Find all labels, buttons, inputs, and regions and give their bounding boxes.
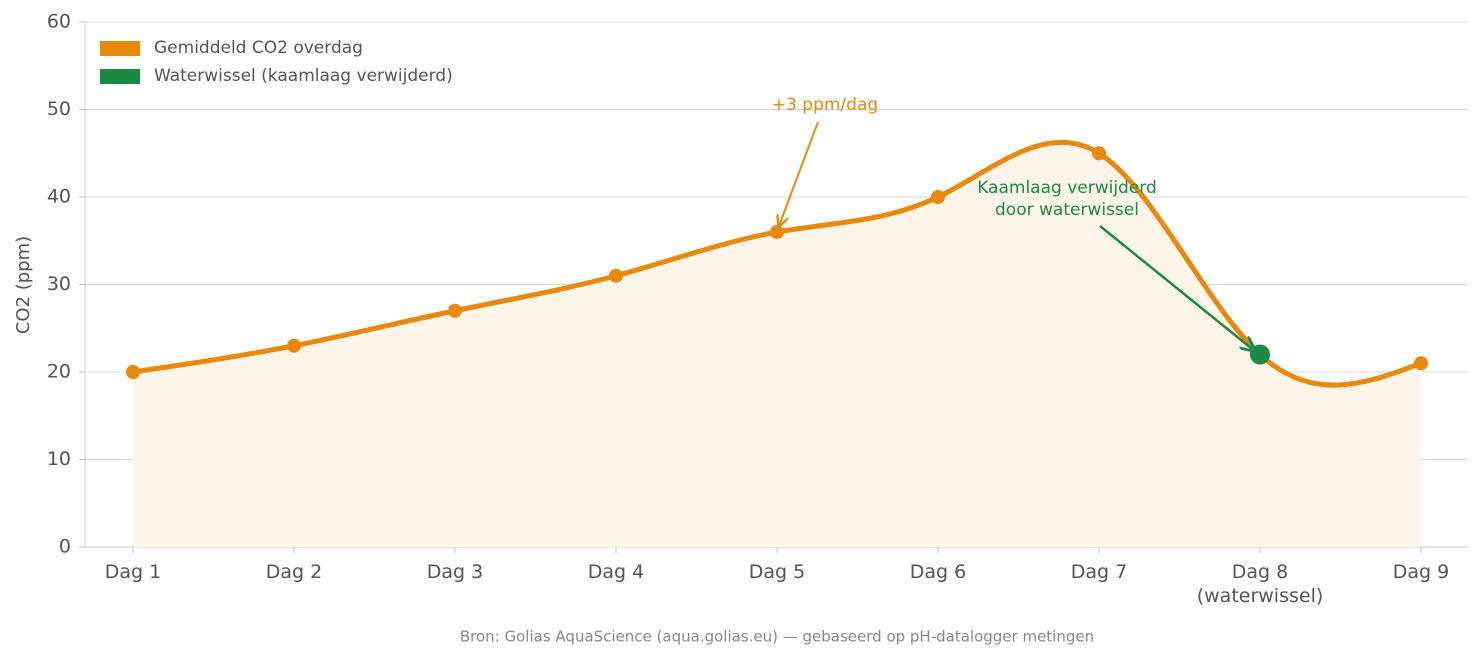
y-tick-label: 40 <box>47 186 71 208</box>
point <box>287 338 301 353</box>
x-tick-label: Dag 4 <box>587 561 645 583</box>
x-tick-label: Dag 5 <box>748 561 806 583</box>
x-tick-label: Dag 9 <box>1392 561 1450 583</box>
y-tick-label: 10 <box>47 448 71 470</box>
legend-label: Waterwissel (kaamlaag verwijderd) <box>154 66 453 86</box>
x-tick-label: Dag 1 <box>104 561 162 583</box>
legend-swatch <box>100 69 140 84</box>
point <box>126 365 140 379</box>
x-tick-label: Dag 6 <box>909 561 967 583</box>
y-tick-label: 30 <box>47 273 71 295</box>
point <box>448 303 462 318</box>
highlight-point <box>1250 344 1270 365</box>
x-tick-label: Dag 7 <box>1070 561 1128 583</box>
legend-label: Gemiddeld CO2 overdag <box>154 38 363 58</box>
source-note: Bron: Golias AquaScience (aqua.golias.eu… <box>460 628 1094 646</box>
point <box>770 225 784 239</box>
line <box>132 139 1422 388</box>
annotation: Kaamlaag verwijderd door waterwissel <box>977 178 1157 220</box>
y-tick-label: 60 <box>47 11 71 33</box>
annotation-arrow <box>779 121 819 226</box>
y-tick-label: 20 <box>47 361 71 383</box>
y-axis-label: CO2 (ppm) <box>13 236 34 334</box>
y-tick-label: 0 <box>59 536 71 558</box>
x-tick-label: Dag 8 (waterwissel) <box>1196 561 1324 607</box>
point <box>1092 146 1106 161</box>
annotation: +3 ppm/dag <box>771 95 879 115</box>
legend-swatch <box>100 41 140 56</box>
y-tick-label: 50 <box>47 98 71 120</box>
x-tick-label: Dag 3 <box>426 561 484 583</box>
point <box>1414 356 1428 371</box>
point <box>609 268 623 283</box>
point <box>931 190 945 204</box>
annotation-arrow <box>1099 225 1254 351</box>
area-fill <box>133 142 1421 547</box>
x-tick-label: Dag 2 <box>265 561 323 583</box>
